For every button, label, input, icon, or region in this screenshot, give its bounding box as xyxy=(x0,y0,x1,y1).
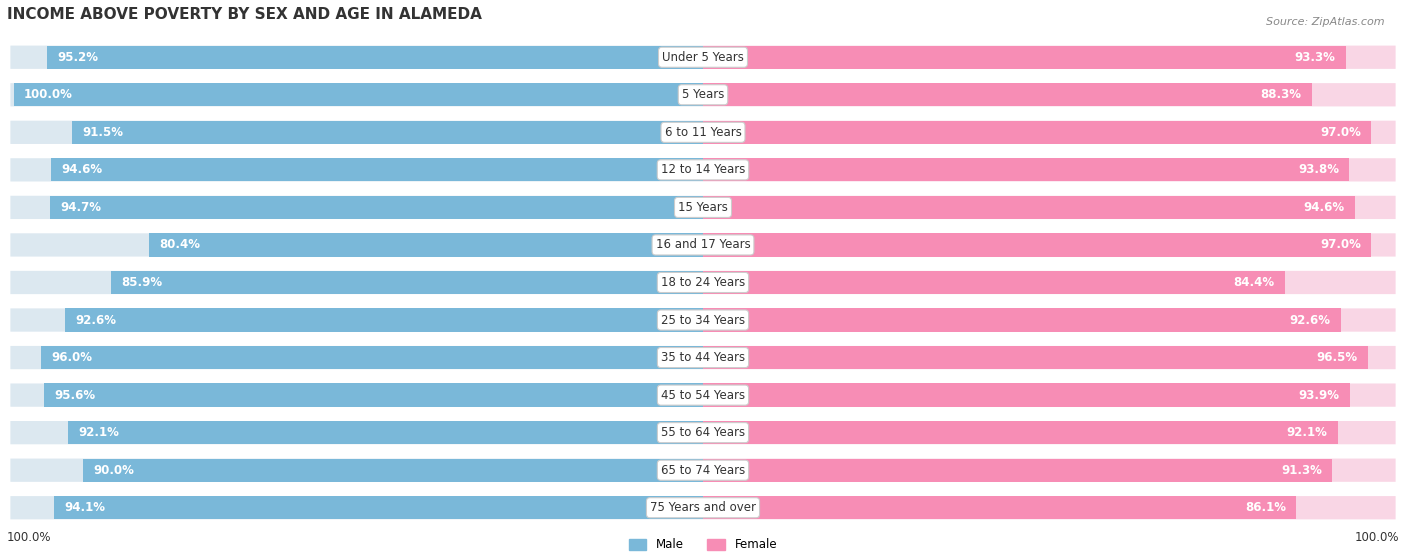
Text: 85.9%: 85.9% xyxy=(121,276,163,289)
Text: 80.4%: 80.4% xyxy=(159,239,200,252)
FancyBboxPatch shape xyxy=(703,83,1396,106)
Text: 75 Years and over: 75 Years and over xyxy=(650,501,756,514)
Bar xyxy=(703,309,1341,331)
Text: 35 to 44 Years: 35 to 44 Years xyxy=(661,351,745,364)
Text: 5 Years: 5 Years xyxy=(682,88,724,101)
Bar xyxy=(55,496,703,519)
Text: 97.0%: 97.0% xyxy=(1320,239,1361,252)
Bar xyxy=(703,158,1350,182)
Text: 97.0%: 97.0% xyxy=(1320,126,1361,139)
FancyBboxPatch shape xyxy=(703,158,1396,182)
Bar xyxy=(703,346,1368,369)
Bar xyxy=(65,309,703,331)
FancyBboxPatch shape xyxy=(10,83,703,106)
Bar xyxy=(51,158,703,182)
Text: 94.7%: 94.7% xyxy=(60,201,101,214)
FancyBboxPatch shape xyxy=(10,346,703,369)
Bar xyxy=(703,233,1371,257)
Text: 92.6%: 92.6% xyxy=(75,314,117,326)
Text: 15 Years: 15 Years xyxy=(678,201,728,214)
FancyBboxPatch shape xyxy=(10,158,703,182)
Text: 45 to 54 Years: 45 to 54 Years xyxy=(661,389,745,401)
FancyBboxPatch shape xyxy=(703,346,1396,369)
Bar xyxy=(149,233,703,257)
Text: 96.5%: 96.5% xyxy=(1316,351,1358,364)
FancyBboxPatch shape xyxy=(703,309,1396,331)
Bar xyxy=(703,46,1346,69)
FancyBboxPatch shape xyxy=(703,233,1396,257)
Text: 91.5%: 91.5% xyxy=(83,126,124,139)
Text: 94.6%: 94.6% xyxy=(62,163,103,176)
FancyBboxPatch shape xyxy=(10,309,703,331)
FancyBboxPatch shape xyxy=(10,46,703,69)
FancyBboxPatch shape xyxy=(10,383,703,407)
Text: 18 to 24 Years: 18 to 24 Years xyxy=(661,276,745,289)
FancyBboxPatch shape xyxy=(703,458,1396,482)
Text: 93.3%: 93.3% xyxy=(1295,51,1336,64)
Text: 96.0%: 96.0% xyxy=(52,351,93,364)
Bar xyxy=(44,383,703,407)
FancyBboxPatch shape xyxy=(10,421,703,444)
Bar xyxy=(703,421,1337,444)
Bar xyxy=(703,458,1333,482)
FancyBboxPatch shape xyxy=(10,496,703,519)
Text: 16 and 17 Years: 16 and 17 Years xyxy=(655,239,751,252)
Text: 12 to 14 Years: 12 to 14 Years xyxy=(661,163,745,176)
Text: 95.6%: 95.6% xyxy=(55,389,96,401)
Bar xyxy=(83,458,703,482)
Text: 93.9%: 93.9% xyxy=(1299,389,1340,401)
FancyBboxPatch shape xyxy=(703,383,1396,407)
Text: 92.1%: 92.1% xyxy=(79,426,120,439)
Legend: Male, Female: Male, Female xyxy=(624,534,782,556)
Text: 65 to 74 Years: 65 to 74 Years xyxy=(661,463,745,477)
Bar xyxy=(73,121,703,144)
FancyBboxPatch shape xyxy=(703,46,1396,69)
Bar xyxy=(14,83,703,106)
FancyBboxPatch shape xyxy=(10,121,703,144)
Bar xyxy=(703,496,1296,519)
Text: 84.4%: 84.4% xyxy=(1233,276,1274,289)
FancyBboxPatch shape xyxy=(10,233,703,257)
Bar xyxy=(703,83,1312,106)
Text: 55 to 64 Years: 55 to 64 Years xyxy=(661,426,745,439)
Text: 91.3%: 91.3% xyxy=(1281,463,1322,477)
Text: 92.1%: 92.1% xyxy=(1286,426,1327,439)
Text: 100.0%: 100.0% xyxy=(7,531,52,544)
Text: 90.0%: 90.0% xyxy=(93,463,134,477)
FancyBboxPatch shape xyxy=(10,196,703,219)
Bar xyxy=(111,271,703,294)
Bar xyxy=(69,421,703,444)
Bar xyxy=(703,121,1371,144)
Text: 100.0%: 100.0% xyxy=(24,88,73,101)
FancyBboxPatch shape xyxy=(703,421,1396,444)
Text: INCOME ABOVE POVERTY BY SEX AND AGE IN ALAMEDA: INCOME ABOVE POVERTY BY SEX AND AGE IN A… xyxy=(7,7,482,22)
Bar xyxy=(703,383,1350,407)
Text: 95.2%: 95.2% xyxy=(58,51,98,64)
Text: 86.1%: 86.1% xyxy=(1246,501,1286,514)
FancyBboxPatch shape xyxy=(703,271,1396,294)
FancyBboxPatch shape xyxy=(703,496,1396,519)
FancyBboxPatch shape xyxy=(10,458,703,482)
Text: Source: ZipAtlas.com: Source: ZipAtlas.com xyxy=(1267,17,1385,27)
Text: 92.6%: 92.6% xyxy=(1289,314,1331,326)
FancyBboxPatch shape xyxy=(10,271,703,294)
Text: 94.6%: 94.6% xyxy=(1303,201,1344,214)
Bar xyxy=(41,346,703,369)
Text: 100.0%: 100.0% xyxy=(1354,531,1399,544)
Text: 93.8%: 93.8% xyxy=(1298,163,1339,176)
FancyBboxPatch shape xyxy=(703,196,1396,219)
Text: 6 to 11 Years: 6 to 11 Years xyxy=(665,126,741,139)
Bar xyxy=(703,196,1355,219)
Bar xyxy=(46,46,703,69)
Text: 94.1%: 94.1% xyxy=(65,501,105,514)
Text: 88.3%: 88.3% xyxy=(1260,88,1301,101)
Bar xyxy=(703,271,1285,294)
FancyBboxPatch shape xyxy=(703,121,1396,144)
Text: 25 to 34 Years: 25 to 34 Years xyxy=(661,314,745,326)
Bar xyxy=(51,196,703,219)
Text: Under 5 Years: Under 5 Years xyxy=(662,51,744,64)
